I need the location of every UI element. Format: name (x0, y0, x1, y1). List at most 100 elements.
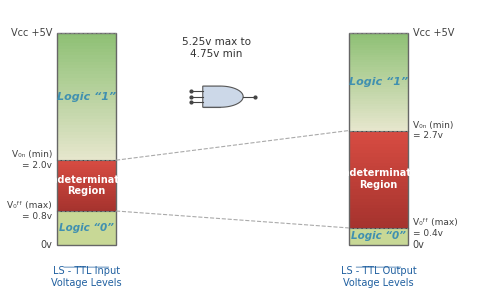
Bar (57, 55, 116, 58)
Bar (349, 109, 408, 111)
Bar (349, 176, 408, 179)
Bar (349, 182, 408, 186)
Bar (57, 109, 116, 113)
Bar (349, 89, 408, 92)
Bar (349, 121, 408, 123)
Bar (349, 134, 408, 137)
Bar (57, 172, 116, 174)
Bar (349, 79, 408, 82)
Bar (349, 215, 408, 218)
Bar (349, 45, 408, 48)
Bar (57, 81, 116, 84)
Bar (349, 196, 408, 199)
Text: LS - TTL Output
Voltage Levels: LS - TTL Output Voltage Levels (341, 266, 416, 288)
Bar (57, 71, 116, 74)
Bar (349, 202, 408, 205)
Bar (57, 196, 116, 198)
Bar (349, 169, 408, 173)
Bar (57, 187, 116, 189)
Bar (349, 140, 408, 143)
Bar (349, 77, 408, 79)
Bar (57, 93, 116, 97)
Bar (349, 228, 408, 245)
Bar (349, 70, 408, 72)
Bar (57, 165, 116, 167)
Bar (349, 58, 408, 60)
Bar (349, 143, 408, 147)
Text: Indeterminate
Region: Indeterminate Region (339, 168, 418, 190)
Bar (349, 116, 408, 118)
Text: 5.25v max to
4.75v min: 5.25v max to 4.75v min (182, 37, 251, 59)
Bar (57, 170, 116, 172)
Text: V₀ᶠᶠ (max)
= 0.8v: V₀ᶠᶠ (max) = 0.8v (7, 201, 52, 221)
Bar (57, 84, 116, 87)
Bar (349, 50, 408, 53)
Text: Vcc +5V: Vcc +5V (413, 28, 454, 38)
Bar (57, 148, 116, 151)
Bar (57, 33, 116, 245)
Text: Logic “0”: Logic “0” (351, 231, 406, 242)
Bar (349, 101, 408, 104)
Bar (349, 131, 408, 134)
Bar (57, 122, 116, 125)
Bar (57, 204, 116, 206)
Bar (57, 49, 116, 52)
Bar (349, 94, 408, 96)
Bar (57, 100, 116, 103)
Bar (57, 186, 116, 187)
Bar (349, 212, 408, 215)
Bar (57, 106, 116, 109)
Bar (57, 116, 116, 119)
Bar (57, 62, 116, 65)
Bar (57, 144, 116, 148)
Bar (57, 177, 116, 179)
Bar (349, 128, 408, 131)
Bar (57, 162, 116, 164)
Text: Logic “0”: Logic “0” (59, 223, 114, 233)
Bar (57, 46, 116, 49)
Bar (57, 113, 116, 116)
Bar (349, 43, 408, 45)
Bar (57, 58, 116, 62)
Bar (349, 84, 408, 87)
Bar (349, 189, 408, 192)
Bar (57, 154, 116, 157)
Bar (57, 74, 116, 78)
Bar (349, 87, 408, 89)
Bar (349, 179, 408, 182)
Bar (57, 199, 116, 201)
Bar (57, 198, 116, 199)
Bar (57, 194, 116, 196)
Bar (349, 111, 408, 113)
Bar (349, 33, 408, 36)
Text: 0v: 0v (413, 240, 424, 250)
Bar (349, 118, 408, 121)
Bar (349, 48, 408, 50)
Text: Indeterminate
Region: Indeterminate Region (47, 175, 126, 196)
Bar (349, 192, 408, 196)
Text: Vcc +5V: Vcc +5V (11, 28, 52, 38)
Bar (349, 163, 408, 166)
Bar (57, 201, 116, 203)
Bar (57, 33, 116, 36)
Bar (57, 141, 116, 144)
Bar (57, 160, 116, 162)
Bar (349, 218, 408, 221)
Bar (57, 192, 116, 194)
Text: Logic “1”: Logic “1” (57, 92, 116, 102)
Bar (57, 184, 116, 186)
Bar (57, 180, 116, 182)
Bar (57, 157, 116, 160)
Bar (57, 164, 116, 165)
Bar (349, 160, 408, 163)
Bar (57, 191, 116, 192)
Bar (57, 97, 116, 100)
Bar (349, 199, 408, 202)
Text: Logic “1”: Logic “1” (349, 77, 408, 87)
Bar (57, 52, 116, 55)
Bar (57, 132, 116, 135)
Bar (57, 119, 116, 122)
Bar (349, 65, 408, 67)
Bar (57, 179, 116, 180)
Text: 0v: 0v (40, 240, 52, 250)
